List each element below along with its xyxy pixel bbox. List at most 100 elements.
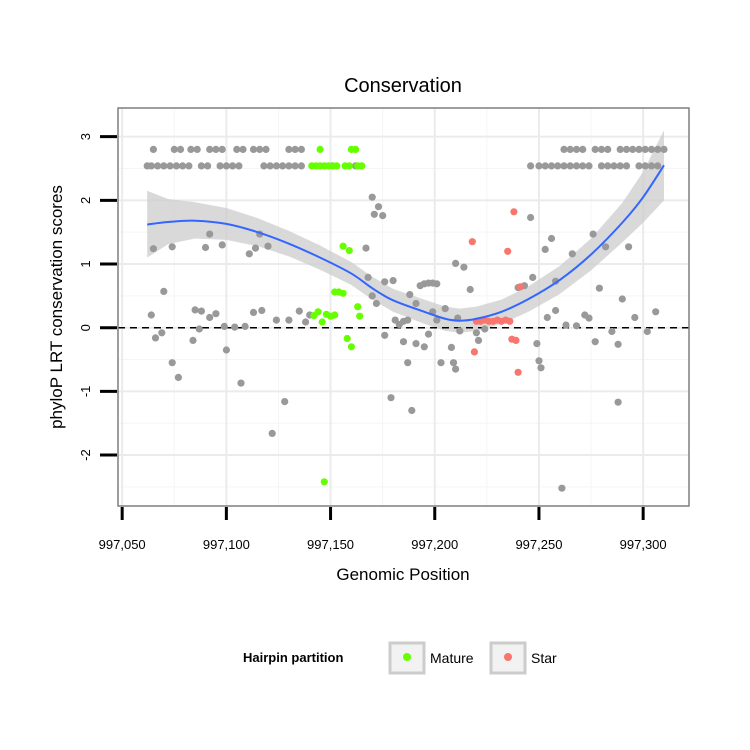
point-other [641, 162, 649, 170]
point-other [647, 145, 656, 153]
point-star [468, 238, 476, 246]
point-other [206, 230, 214, 238]
point-other [625, 243, 633, 251]
point-other [158, 329, 166, 337]
point-other [572, 145, 581, 153]
point-other [370, 210, 378, 218]
point-other [185, 162, 193, 170]
point-other [535, 162, 543, 170]
point-other [614, 398, 622, 406]
point-star [516, 283, 524, 291]
point-other [237, 379, 245, 387]
point-other [218, 241, 226, 249]
point-other [537, 364, 545, 372]
point-mature [358, 162, 366, 170]
point-mature [331, 311, 339, 319]
point-mature [339, 289, 347, 297]
point-other [187, 145, 195, 153]
point-other [604, 162, 612, 170]
point-other [229, 162, 237, 170]
point-other [552, 306, 560, 315]
grid-lines [118, 108, 689, 506]
point-other [364, 273, 372, 281]
point-other [547, 162, 556, 170]
point-other [449, 359, 458, 367]
point-other [239, 145, 247, 153]
point-mature [339, 242, 347, 250]
point-other [262, 145, 270, 153]
point-other [433, 280, 441, 288]
point-other [541, 245, 549, 253]
point-other [222, 346, 230, 354]
point-other [249, 145, 258, 153]
point-other [151, 334, 160, 342]
point-other [176, 145, 185, 153]
point-other [197, 307, 205, 315]
point-other [441, 305, 449, 313]
point-other [222, 162, 230, 170]
data-points [143, 145, 668, 492]
point-mature [316, 145, 324, 153]
x-axis: 997,050 997,100 997,150 997,200 997,250 997,3… [99, 507, 667, 552]
y-tick-label: 0 [78, 324, 93, 331]
point-other [168, 243, 176, 251]
point-other [285, 162, 293, 170]
point-other [160, 287, 168, 295]
point-other [170, 145, 178, 153]
point-star [506, 317, 514, 325]
point-other [241, 322, 249, 330]
point-mature [320, 478, 328, 486]
point-other [233, 145, 241, 153]
point-other [174, 373, 182, 381]
point-other [197, 162, 205, 170]
point-other [602, 243, 610, 251]
point-other [379, 212, 387, 220]
point-other [608, 327, 616, 336]
point-other [256, 145, 264, 153]
point-other [560, 145, 568, 153]
point-other [660, 145, 668, 153]
point-other [281, 398, 289, 406]
point-other [245, 250, 253, 258]
point-other [618, 295, 626, 303]
point-other [251, 244, 260, 252]
point-other [149, 145, 157, 153]
point-other [272, 316, 280, 324]
point-other [591, 145, 599, 153]
point-other [591, 338, 599, 346]
point-star [514, 368, 522, 376]
point-other [641, 145, 649, 153]
point-other [406, 291, 414, 299]
point-other [452, 365, 460, 373]
point-other [631, 313, 639, 322]
point-mature [352, 145, 360, 153]
point-mature [345, 162, 353, 170]
point-other [154, 162, 162, 170]
point-mature [333, 162, 341, 170]
plot-border [117, 107, 690, 507]
point-other [647, 162, 656, 170]
y-axis: -2 -1 0 1 2 3 [78, 133, 117, 461]
point-other [204, 162, 212, 170]
point-other [160, 162, 168, 170]
point-other [629, 145, 637, 153]
y-tick-label: -1 [78, 386, 93, 398]
point-other [193, 145, 201, 153]
point-other [437, 359, 445, 367]
point-other [166, 162, 174, 170]
point-other [654, 145, 662, 153]
point-other [566, 162, 574, 170]
point-mature [318, 318, 326, 326]
point-other [297, 145, 305, 153]
point-mature [347, 343, 355, 351]
point-other [220, 322, 228, 330]
point-other [654, 162, 662, 170]
point-other [206, 145, 214, 153]
point-other [597, 162, 606, 170]
point-other [560, 162, 568, 170]
point-other [456, 327, 464, 335]
point-other [399, 338, 408, 346]
point-star [510, 208, 518, 216]
point-other [279, 162, 287, 170]
point-other [589, 230, 597, 238]
